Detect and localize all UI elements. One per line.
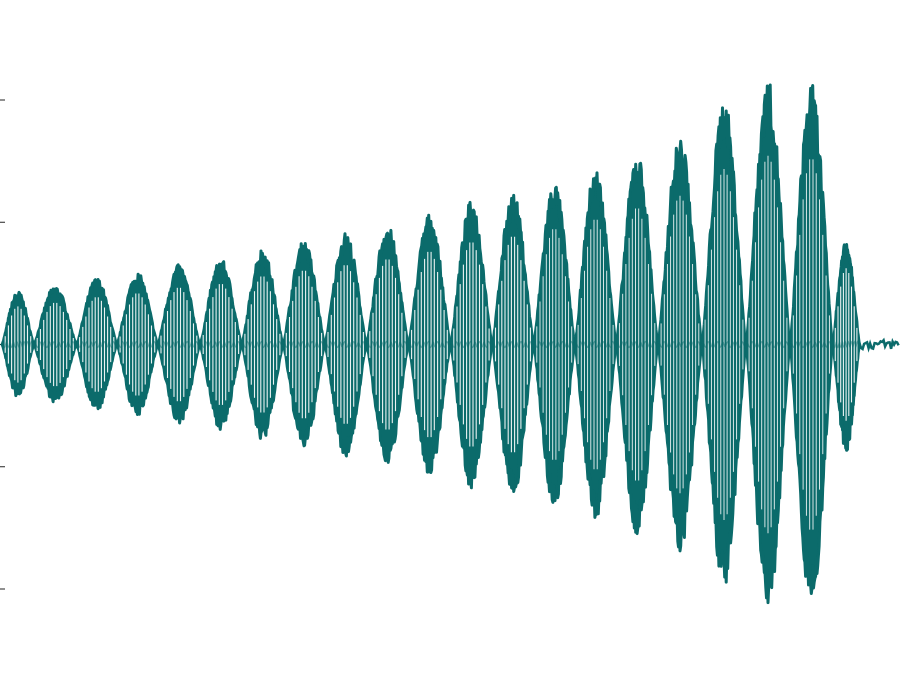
waveform-tail <box>858 337 900 353</box>
pulse-carrier <box>324 265 368 424</box>
pulse-carrier <box>241 276 284 413</box>
tail-line <box>858 337 900 353</box>
pulse-carrier <box>745 155 791 534</box>
pulse-carrier <box>832 268 861 421</box>
pulse-carrier <box>33 302 77 387</box>
pulse-carrier <box>157 287 201 402</box>
pulse-carrier <box>407 251 452 438</box>
pulse-carrier <box>533 229 576 460</box>
pulse-carrier <box>574 219 617 470</box>
pulse-carrier <box>282 270 326 419</box>
pulse-carrier <box>1 306 35 383</box>
pulse-carrier <box>491 236 535 453</box>
pulse-carrier <box>657 195 703 494</box>
pulse-carrier <box>76 297 118 392</box>
pulse-carrier <box>615 208 659 481</box>
waveform-series <box>0 83 862 605</box>
pulse-carrier <box>701 169 747 520</box>
pulse-carrier <box>116 293 159 396</box>
pulse-carrier <box>199 284 243 405</box>
pulse-carrier <box>366 259 409 430</box>
pulse-carrier <box>450 242 493 447</box>
pulse-carrier <box>789 159 834 530</box>
